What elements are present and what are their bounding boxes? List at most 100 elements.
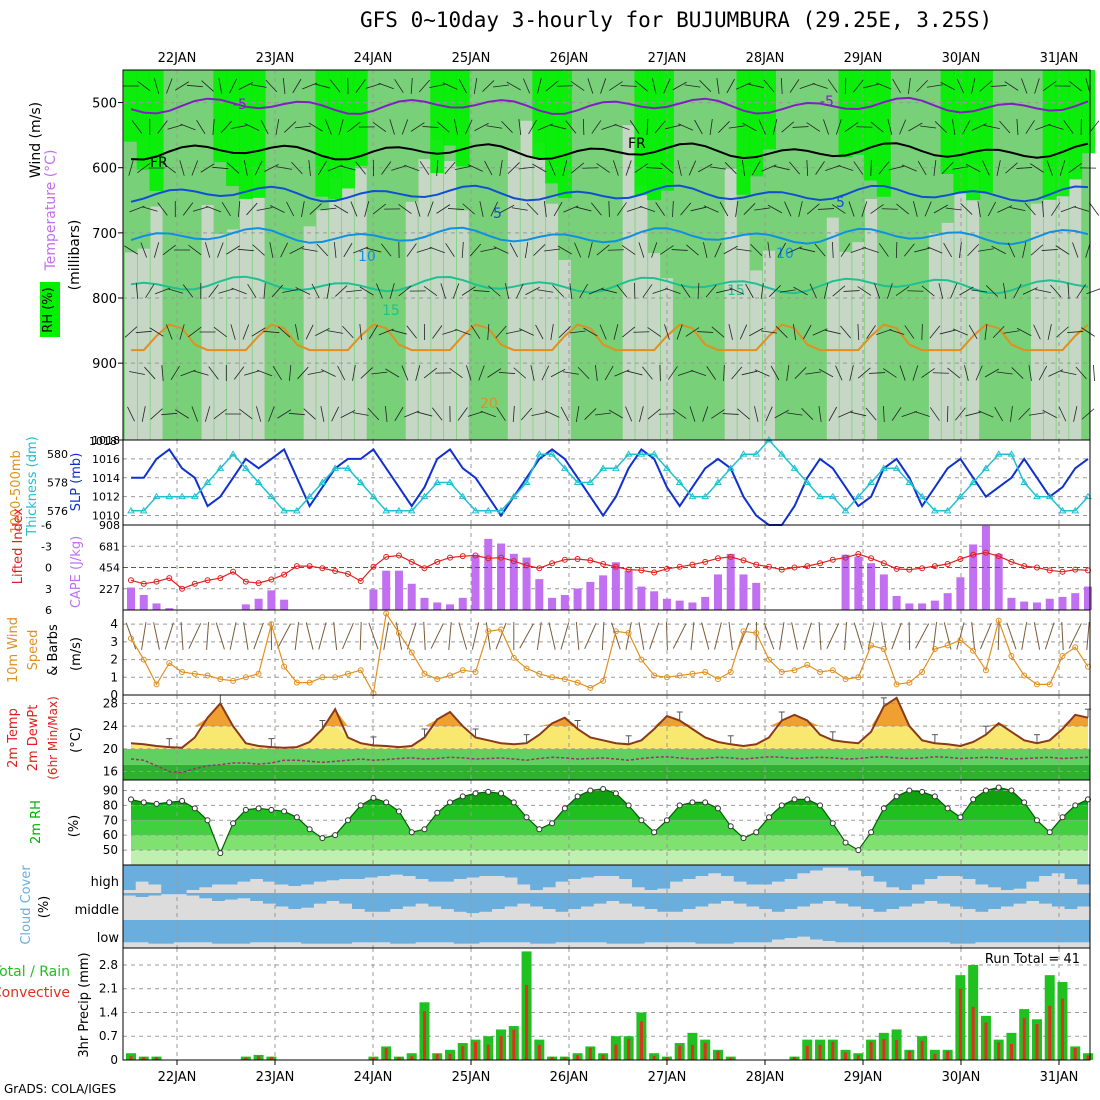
rh-point <box>842 839 849 846</box>
wind-barb <box>524 242 529 258</box>
cloud-cell <box>860 893 875 910</box>
cloud-cell <box>682 865 697 879</box>
cape-bar <box>560 595 569 610</box>
cloud-clear-cell <box>784 938 798 948</box>
rh-point <box>166 799 173 806</box>
wind-barb <box>773 165 790 171</box>
wind-barb <box>609 81 623 91</box>
wind-barb <box>960 203 973 215</box>
isotherm--5 <box>130 96 1089 115</box>
wind-barb-10m <box>1044 622 1055 650</box>
cloud-cell <box>924 920 938 943</box>
wind-barb <box>699 80 712 92</box>
cloud-cell <box>682 893 697 910</box>
rh-point <box>485 788 492 795</box>
cloud-cell <box>797 920 811 937</box>
wind-barb <box>703 205 719 213</box>
wind-barb <box>544 410 560 418</box>
wind-barb <box>422 126 439 128</box>
wind-barb <box>157 202 168 216</box>
wind-barb <box>347 121 361 133</box>
cloud-clear-cell <box>581 942 595 948</box>
wind-barb <box>326 283 331 299</box>
thickness-point <box>726 464 735 471</box>
wind-barb <box>672 81 687 91</box>
thickness-tick-label: 576 <box>47 505 68 518</box>
cloud-clear-cell <box>784 879 798 893</box>
precip-convective-bar <box>371 1057 375 1060</box>
wind-speed-point <box>1046 681 1053 688</box>
thickness-point <box>982 464 990 471</box>
cloud-clear-cell <box>657 911 671 920</box>
cloud-level-label: middle <box>75 903 119 918</box>
slp-tick-label: 1018 <box>92 434 120 447</box>
cloud-cell <box>848 893 862 907</box>
cloud-clear-cell <box>530 890 544 893</box>
cloud-clear-cell <box>759 884 773 893</box>
cloud-clear-cell <box>123 890 137 893</box>
cloud-clear-cell <box>1026 942 1040 948</box>
rh-legend-label: RH (%) <box>41 287 56 332</box>
time-label-top: 22JAN <box>158 51 197 66</box>
rh-point <box>753 829 760 836</box>
thickness-point <box>229 450 237 457</box>
wind-tick-label: 2 <box>110 653 118 667</box>
li-point <box>459 553 466 560</box>
wind-barb <box>625 406 633 422</box>
cape-bar <box>994 553 1003 610</box>
thickness-point <box>152 492 161 500</box>
wind-speed-point <box>791 667 798 674</box>
wind-speed-point <box>778 668 785 675</box>
li-point <box>561 556 568 563</box>
cloud-clear-cell <box>924 879 938 893</box>
thickness-point <box>165 492 174 500</box>
wind-barb <box>607 249 624 251</box>
precip-convective-bar <box>933 1053 937 1060</box>
rh-point <box>931 793 938 800</box>
wind-speed-point <box>357 667 364 674</box>
wind-barb <box>876 82 892 90</box>
cloud-cell <box>1051 893 1066 907</box>
wind-barb <box>850 247 867 253</box>
cloud-clear-cell <box>148 943 162 948</box>
wind-speed-point <box>293 679 300 686</box>
cape-bar <box>726 553 735 610</box>
rh-moist-cell <box>966 70 981 201</box>
wind-barb <box>904 325 915 339</box>
wind-barb <box>161 412 178 416</box>
wind-barb <box>1058 406 1067 422</box>
thickness-point <box>599 464 608 471</box>
wind-barb-10m <box>1006 622 1017 650</box>
li-point <box>510 558 517 565</box>
li-point <box>676 563 683 570</box>
wind-barb <box>892 78 901 94</box>
wind-speed-point <box>230 677 237 684</box>
cloud-cell <box>568 893 582 910</box>
cloud-clear-cell <box>237 881 251 893</box>
precip-convective-bar <box>474 1041 478 1060</box>
wind-barb-10m <box>601 621 605 651</box>
wind-barb <box>812 83 828 89</box>
wind-speed-point <box>1008 653 1015 660</box>
wind-barb <box>389 119 395 135</box>
wind-barb <box>404 410 420 418</box>
cloud-cell <box>415 920 429 943</box>
cape-bar <box>624 570 633 610</box>
wind-barb <box>626 206 643 212</box>
wind-barb <box>237 200 241 218</box>
wind-barb <box>939 329 956 335</box>
wind-barb <box>739 324 748 340</box>
wind-barb <box>1013 283 1022 299</box>
cape-bar <box>1071 593 1080 610</box>
cloud-cell <box>301 865 315 885</box>
cloud-clear-cell <box>301 907 315 920</box>
cloud-cell <box>530 893 544 907</box>
cloud-clear-cell <box>1064 879 1078 893</box>
cape-bar <box>650 591 659 610</box>
precip-convective-bar <box>958 988 962 1060</box>
pressure-tick-label: 900 <box>92 357 117 372</box>
wind-barb <box>563 205 579 213</box>
cape-bar <box>407 583 416 610</box>
li-tick-label: -6 <box>41 519 52 532</box>
cloud-clear-cell <box>911 884 926 893</box>
